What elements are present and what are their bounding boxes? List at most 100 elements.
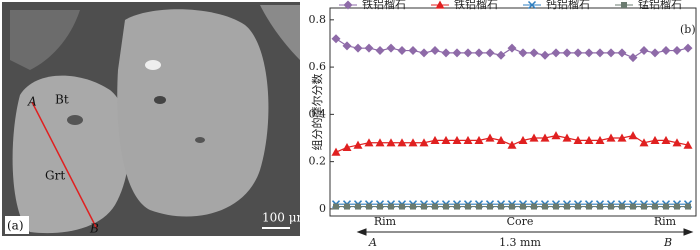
marker <box>529 133 539 142</box>
marker <box>518 48 528 58</box>
marker <box>652 203 658 210</box>
marker <box>509 203 515 210</box>
legend-label: 钙铝榴石 <box>546 0 590 11</box>
point-label: A <box>27 95 37 109</box>
marker <box>628 131 638 140</box>
marker <box>518 135 528 144</box>
y-tick-label: 0.4 <box>309 107 327 120</box>
marker <box>353 43 363 53</box>
marker <box>661 135 671 144</box>
mineral-label: Bt <box>55 93 69 107</box>
marker <box>617 133 627 142</box>
x-annotation: B <box>663 236 672 249</box>
marker <box>683 43 693 53</box>
marker <box>454 203 460 210</box>
x-arrow <box>356 228 694 236</box>
marker <box>452 135 462 144</box>
marker <box>520 203 526 210</box>
marker <box>485 48 495 58</box>
marker <box>364 138 374 147</box>
marker <box>342 41 352 51</box>
marker <box>606 133 616 142</box>
marker <box>452 48 462 58</box>
point-label: B <box>89 222 99 236</box>
marker <box>465 203 471 210</box>
marker <box>529 48 539 58</box>
marker <box>564 203 570 210</box>
marker <box>375 46 385 56</box>
y-tick-label: 0 <box>319 202 326 215</box>
marker <box>584 48 594 58</box>
marker <box>507 140 517 149</box>
marker <box>641 203 647 210</box>
marker <box>441 48 451 58</box>
marker <box>333 203 339 210</box>
scale-bar-label: 100 μm <box>262 211 309 225</box>
marker <box>474 135 484 144</box>
legend-label: 锰铝榴石 <box>638 0 682 11</box>
mineral-label: Grt <box>45 169 65 183</box>
marker <box>474 48 484 58</box>
marker <box>388 203 394 210</box>
marker <box>608 203 614 210</box>
plot-frame <box>329 7 697 217</box>
marker <box>540 133 550 142</box>
marker <box>366 203 372 210</box>
marker <box>650 135 660 144</box>
marker <box>421 203 427 210</box>
marker <box>397 138 407 147</box>
marker <box>498 203 504 210</box>
marker <box>399 203 405 210</box>
bse-image <box>2 2 300 236</box>
marker <box>496 50 506 60</box>
marker <box>551 48 561 58</box>
marker <box>542 203 548 210</box>
marker <box>584 135 594 144</box>
marker <box>595 48 605 58</box>
x-annotation: Core <box>507 215 534 228</box>
marker <box>386 138 396 147</box>
marker <box>639 138 649 147</box>
marker <box>573 135 583 144</box>
marker <box>408 138 418 147</box>
marker <box>672 138 682 147</box>
marker <box>432 203 438 210</box>
marker <box>342 142 352 152</box>
marker <box>443 203 449 210</box>
marker <box>331 147 341 156</box>
y-tick-label: 0.8 <box>309 13 327 26</box>
marker <box>353 140 363 149</box>
marker <box>683 140 693 149</box>
marker <box>672 46 682 56</box>
marker <box>397 46 407 56</box>
marker <box>430 135 440 144</box>
marker <box>463 48 473 58</box>
marker <box>419 138 429 147</box>
marker <box>639 46 649 56</box>
x-annotation: Rim <box>654 215 677 228</box>
marker <box>463 135 473 144</box>
panel-label: (a) <box>7 219 24 233</box>
marker <box>485 133 495 142</box>
marker <box>630 203 636 210</box>
marker <box>476 203 482 210</box>
marker <box>562 48 572 58</box>
marker <box>419 48 429 58</box>
marker <box>617 48 627 58</box>
marker <box>487 203 493 210</box>
y-axis-label: 组分的摩尔分数 <box>310 74 324 151</box>
marker <box>551 131 561 140</box>
y-tick-label: 0.2 <box>309 155 327 168</box>
marker <box>619 203 625 210</box>
y-tick-label: 0.6 <box>309 60 327 73</box>
marker <box>375 138 385 147</box>
marker <box>650 48 660 58</box>
marker <box>595 135 605 144</box>
marker <box>573 48 583 58</box>
panel-label: (b) <box>680 23 696 36</box>
marker <box>364 43 374 53</box>
marker <box>553 203 559 210</box>
legend-label: 铁铝榴石 <box>362 0 406 11</box>
marker <box>586 203 592 210</box>
